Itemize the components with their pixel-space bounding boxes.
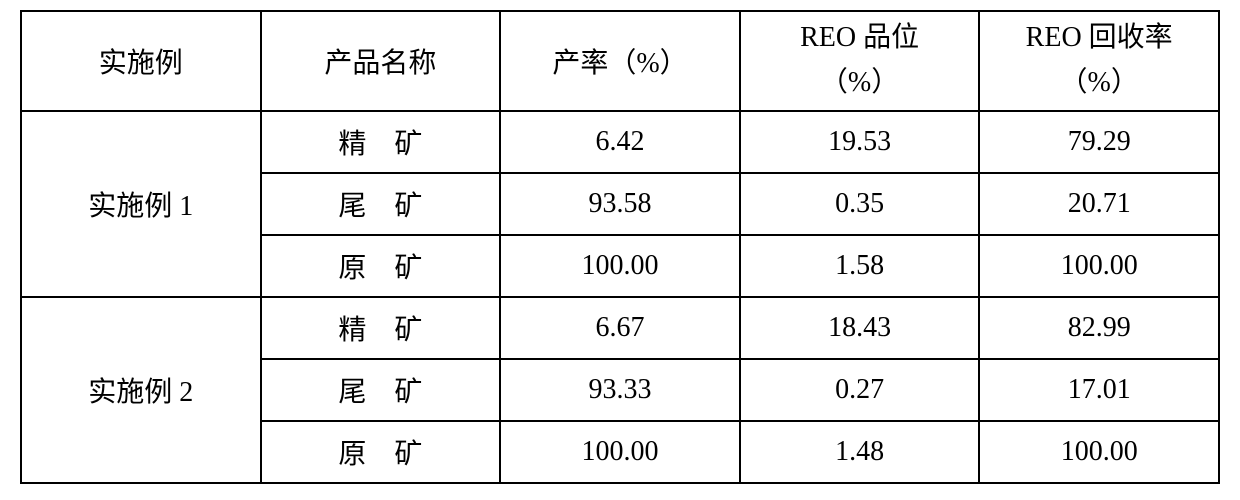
group-label: 实施例 2 [21,297,261,483]
cell-grade: 0.35 [740,173,980,235]
cell-grade: 1.48 [740,421,980,483]
cell-yield: 100.00 [500,421,740,483]
cell-recovery: 20.71 [979,173,1219,235]
header-grade-line2: （%） [820,67,899,98]
data-table: 实施例 产品名称 产率（%） REO 品位 （%） REO 回收率 （%） 实施… [20,10,1220,484]
table-body: 实施例 1 精矿 6.42 19.53 79.29 尾矿 93.58 0.35 … [21,111,1219,483]
cell-yield: 100.00 [500,235,740,297]
cell-recovery: 100.00 [979,421,1219,483]
group-label: 实施例 1 [21,111,261,297]
table-row: 实施例 1 精矿 6.42 19.53 79.29 [21,111,1219,173]
cell-product: 精矿 [261,111,501,173]
header-recovery-line2: （%） [1060,67,1139,98]
cell-product: 原矿 [261,235,501,297]
header-grade-line1: REO 品位 [800,22,919,53]
table-row: 实施例 2 精矿 6.67 18.43 82.99 [21,297,1219,359]
cell-grade: 0.27 [740,359,980,421]
cell-product: 精矿 [261,297,501,359]
cell-yield: 93.33 [500,359,740,421]
cell-grade: 19.53 [740,111,980,173]
cell-product: 尾矿 [261,359,501,421]
header-grade: REO 品位 （%） [740,11,980,111]
header-recovery: REO 回收率 （%） [979,11,1219,111]
cell-grade: 1.58 [740,235,980,297]
header-product: 产品名称 [261,11,501,111]
cell-recovery: 17.01 [979,359,1219,421]
header-yield: 产率（%） [500,11,740,111]
header-recovery-line1: REO 回收率 [1026,22,1173,53]
table-header: 实施例 产品名称 产率（%） REO 品位 （%） REO 回收率 （%） [21,11,1219,111]
header-row: 实施例 产品名称 产率（%） REO 品位 （%） REO 回收率 （%） [21,11,1219,111]
cell-yield: 6.42 [500,111,740,173]
cell-recovery: 100.00 [979,235,1219,297]
cell-recovery: 79.29 [979,111,1219,173]
cell-recovery: 82.99 [979,297,1219,359]
header-example: 实施例 [21,11,261,111]
cell-product: 尾矿 [261,173,501,235]
cell-grade: 18.43 [740,297,980,359]
cell-yield: 6.67 [500,297,740,359]
cell-product: 原矿 [261,421,501,483]
cell-yield: 93.58 [500,173,740,235]
